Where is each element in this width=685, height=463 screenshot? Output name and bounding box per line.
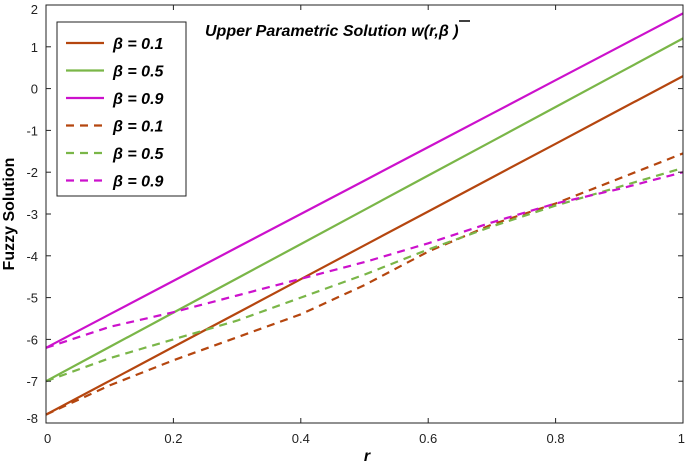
legend-label-4: β = 0.1	[112, 119, 164, 136]
x-tick-label: 1	[678, 431, 685, 446]
legend: β = 0.1 β = 0.5 β = 0.9 β = 0.1 β = 0.5 β = 0…	[56, 21, 187, 197]
y-tick-label: 2	[31, 2, 38, 17]
tick-layer: 0 0.2 0.4 0.6 0.8 1 -8 -7 -6 -5 -4 -3 -2 -1 0 1 2	[26, 2, 685, 446]
y-axis-label: Fuzzy Solution	[1, 158, 18, 271]
series-line-6-dashed	[45, 171, 684, 349]
series-line-3-solid	[45, 12, 684, 349]
y-tick-label: 1	[31, 40, 38, 55]
y-tick-label: -7	[26, 374, 38, 389]
x-tick-label: 0.8	[547, 431, 565, 446]
series-line-2-solid	[45, 37, 684, 383]
chart-title: Upper Parametric Solution w(r,β )	[205, 23, 459, 40]
y-tick-label: -8	[26, 411, 38, 426]
y-tick-label: -6	[26, 332, 38, 347]
y-tick-label: -2	[26, 165, 38, 180]
x-tick-label: 0.6	[419, 431, 437, 446]
x-tick-label: 0.2	[164, 431, 182, 446]
legend-label-1: β = 0.1	[112, 36, 164, 53]
x-axis-label: r	[364, 448, 371, 463]
series-layer	[45, 12, 684, 416]
legend-box	[56, 21, 187, 197]
y-tick-label: -3	[26, 207, 38, 222]
y-tick-label: -4	[26, 249, 38, 264]
y-tick-label: 0	[31, 82, 38, 97]
series-line-4-dashed	[45, 152, 684, 416]
x-tick-label: 0.4	[292, 431, 310, 446]
y-tick-label: -5	[26, 291, 38, 306]
series-line-1-solid	[45, 75, 684, 416]
x-tick-label: 0	[44, 431, 51, 446]
y-tick-label: -1	[26, 123, 38, 138]
legend-label-2: β = 0.5	[112, 64, 165, 81]
legend-label-3: β = 0.9	[112, 91, 164, 108]
legend-label-5: β = 0.5	[112, 146, 165, 163]
legend-label-6: β = 0.9	[112, 174, 164, 191]
